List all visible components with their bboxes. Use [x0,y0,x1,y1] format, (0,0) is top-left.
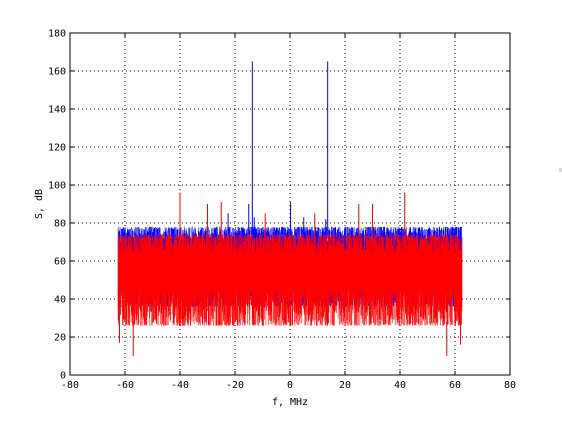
ticks: -80 -60 -40 -20 0 20 40 60 80 0 20 40 60 80 100 120 140 1… [48,29,516,392]
y-tick-label: 40 [54,295,66,306]
y-axis-label: S, dB [34,189,45,219]
x-tick-label: 40 [394,380,406,391]
noise-floor [117,234,463,326]
x-tick-label: 80 [504,380,516,391]
x-tick-label: -40 [171,380,189,391]
x-tick-label: 20 [339,380,351,391]
x-tick-label: -80 [61,380,79,391]
series-red [117,192,463,356]
y-tick-label: 100 [48,181,66,192]
series-layer [117,61,463,356]
x-tick-label: -20 [226,380,244,391]
y-tick-label: 80 [54,219,66,230]
y-tick-label: 0 [60,371,66,382]
x-tick-label: -60 [116,380,134,391]
y-tick-label: 60 [54,257,66,268]
y-tick-label: 180 [48,29,66,40]
window-edge-mark [559,168,562,172]
y-tick-label: 20 [54,333,66,344]
y-tick-label: 140 [48,105,66,116]
x-tick-label: 60 [449,380,461,391]
x-tick-label: 0 [287,380,293,391]
y-tick-label: 160 [48,67,66,78]
x-axis-label: f, MHz [272,397,308,408]
y-tick-label: 120 [48,143,66,154]
